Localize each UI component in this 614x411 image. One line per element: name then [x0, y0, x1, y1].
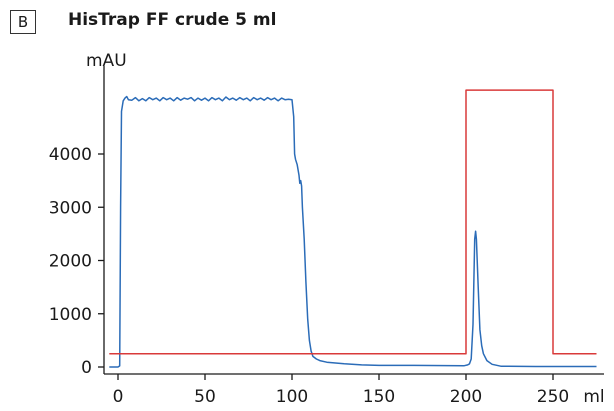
y-axis-label: mAU — [86, 51, 127, 71]
x-tick-label: 50 — [194, 387, 216, 407]
y-tick-label: 1000 — [49, 305, 92, 325]
y-tick-label: 0 — [81, 358, 92, 378]
panel-label: B — [10, 10, 36, 34]
x-tick-label: 150 — [363, 387, 395, 407]
y-tick-label: 3000 — [49, 198, 92, 218]
x-axis-label: ml — [583, 387, 604, 407]
y-tick-label: 2000 — [49, 252, 92, 272]
x-tick-label: 100 — [276, 387, 308, 407]
x-tick-label: 200 — [450, 387, 482, 407]
x-tick-label: 250 — [537, 387, 569, 407]
chart-title: HisTrap FF crude 5 ml — [68, 10, 277, 30]
x-tick-label: 0 — [113, 387, 124, 407]
series-line-2 — [109, 89, 597, 355]
y-tick-label: 4000 — [49, 145, 92, 165]
series-line-1 — [109, 95, 597, 368]
